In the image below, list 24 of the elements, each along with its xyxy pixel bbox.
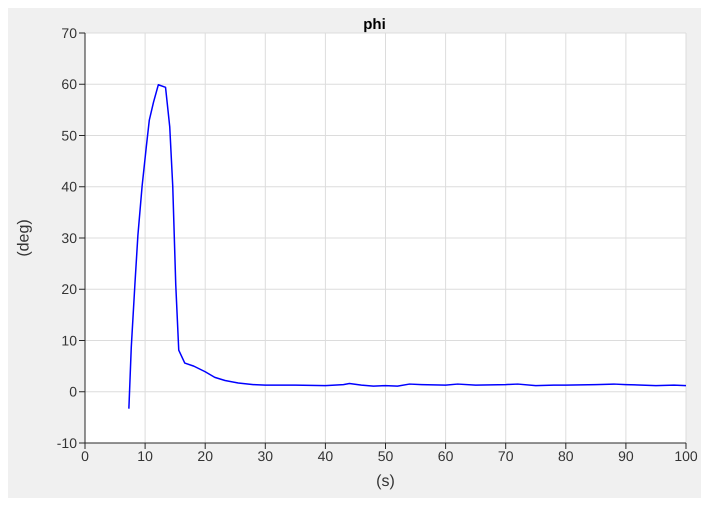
x-axis-title: (s) (376, 473, 395, 490)
x-tick-label: 100 (674, 448, 698, 464)
y-tick-label: 20 (61, 281, 78, 298)
x-tick-label: 60 (438, 448, 454, 464)
y-tick-label: 50 (61, 127, 78, 144)
chart-title: phi (363, 16, 386, 33)
x-tick-label: 50 (378, 448, 394, 464)
y-tick-label: 0 (69, 384, 78, 400)
x-tick-label: 90 (618, 448, 634, 464)
x-tick-label: 80 (558, 448, 574, 464)
y-tick-label: -10 (56, 434, 78, 451)
x-tick-label: 40 (318, 448, 334, 464)
y-tick-label: 10 (61, 332, 78, 348)
x-tick-label: 30 (258, 448, 274, 464)
x-tick-label: 10 (137, 448, 154, 464)
y-tick-label: 70 (61, 24, 78, 41)
y-tick-label: 40 (61, 178, 78, 195)
y-tick-label: 60 (61, 76, 78, 92)
x-tick-label: 70 (498, 448, 514, 464)
x-tick-label: 20 (197, 448, 214, 464)
line-series (128, 84, 686, 410)
y-axis-title: (deg) (16, 219, 33, 257)
y-tick-label: 30 (61, 230, 78, 246)
x-tick-label: 0 (81, 448, 90, 464)
